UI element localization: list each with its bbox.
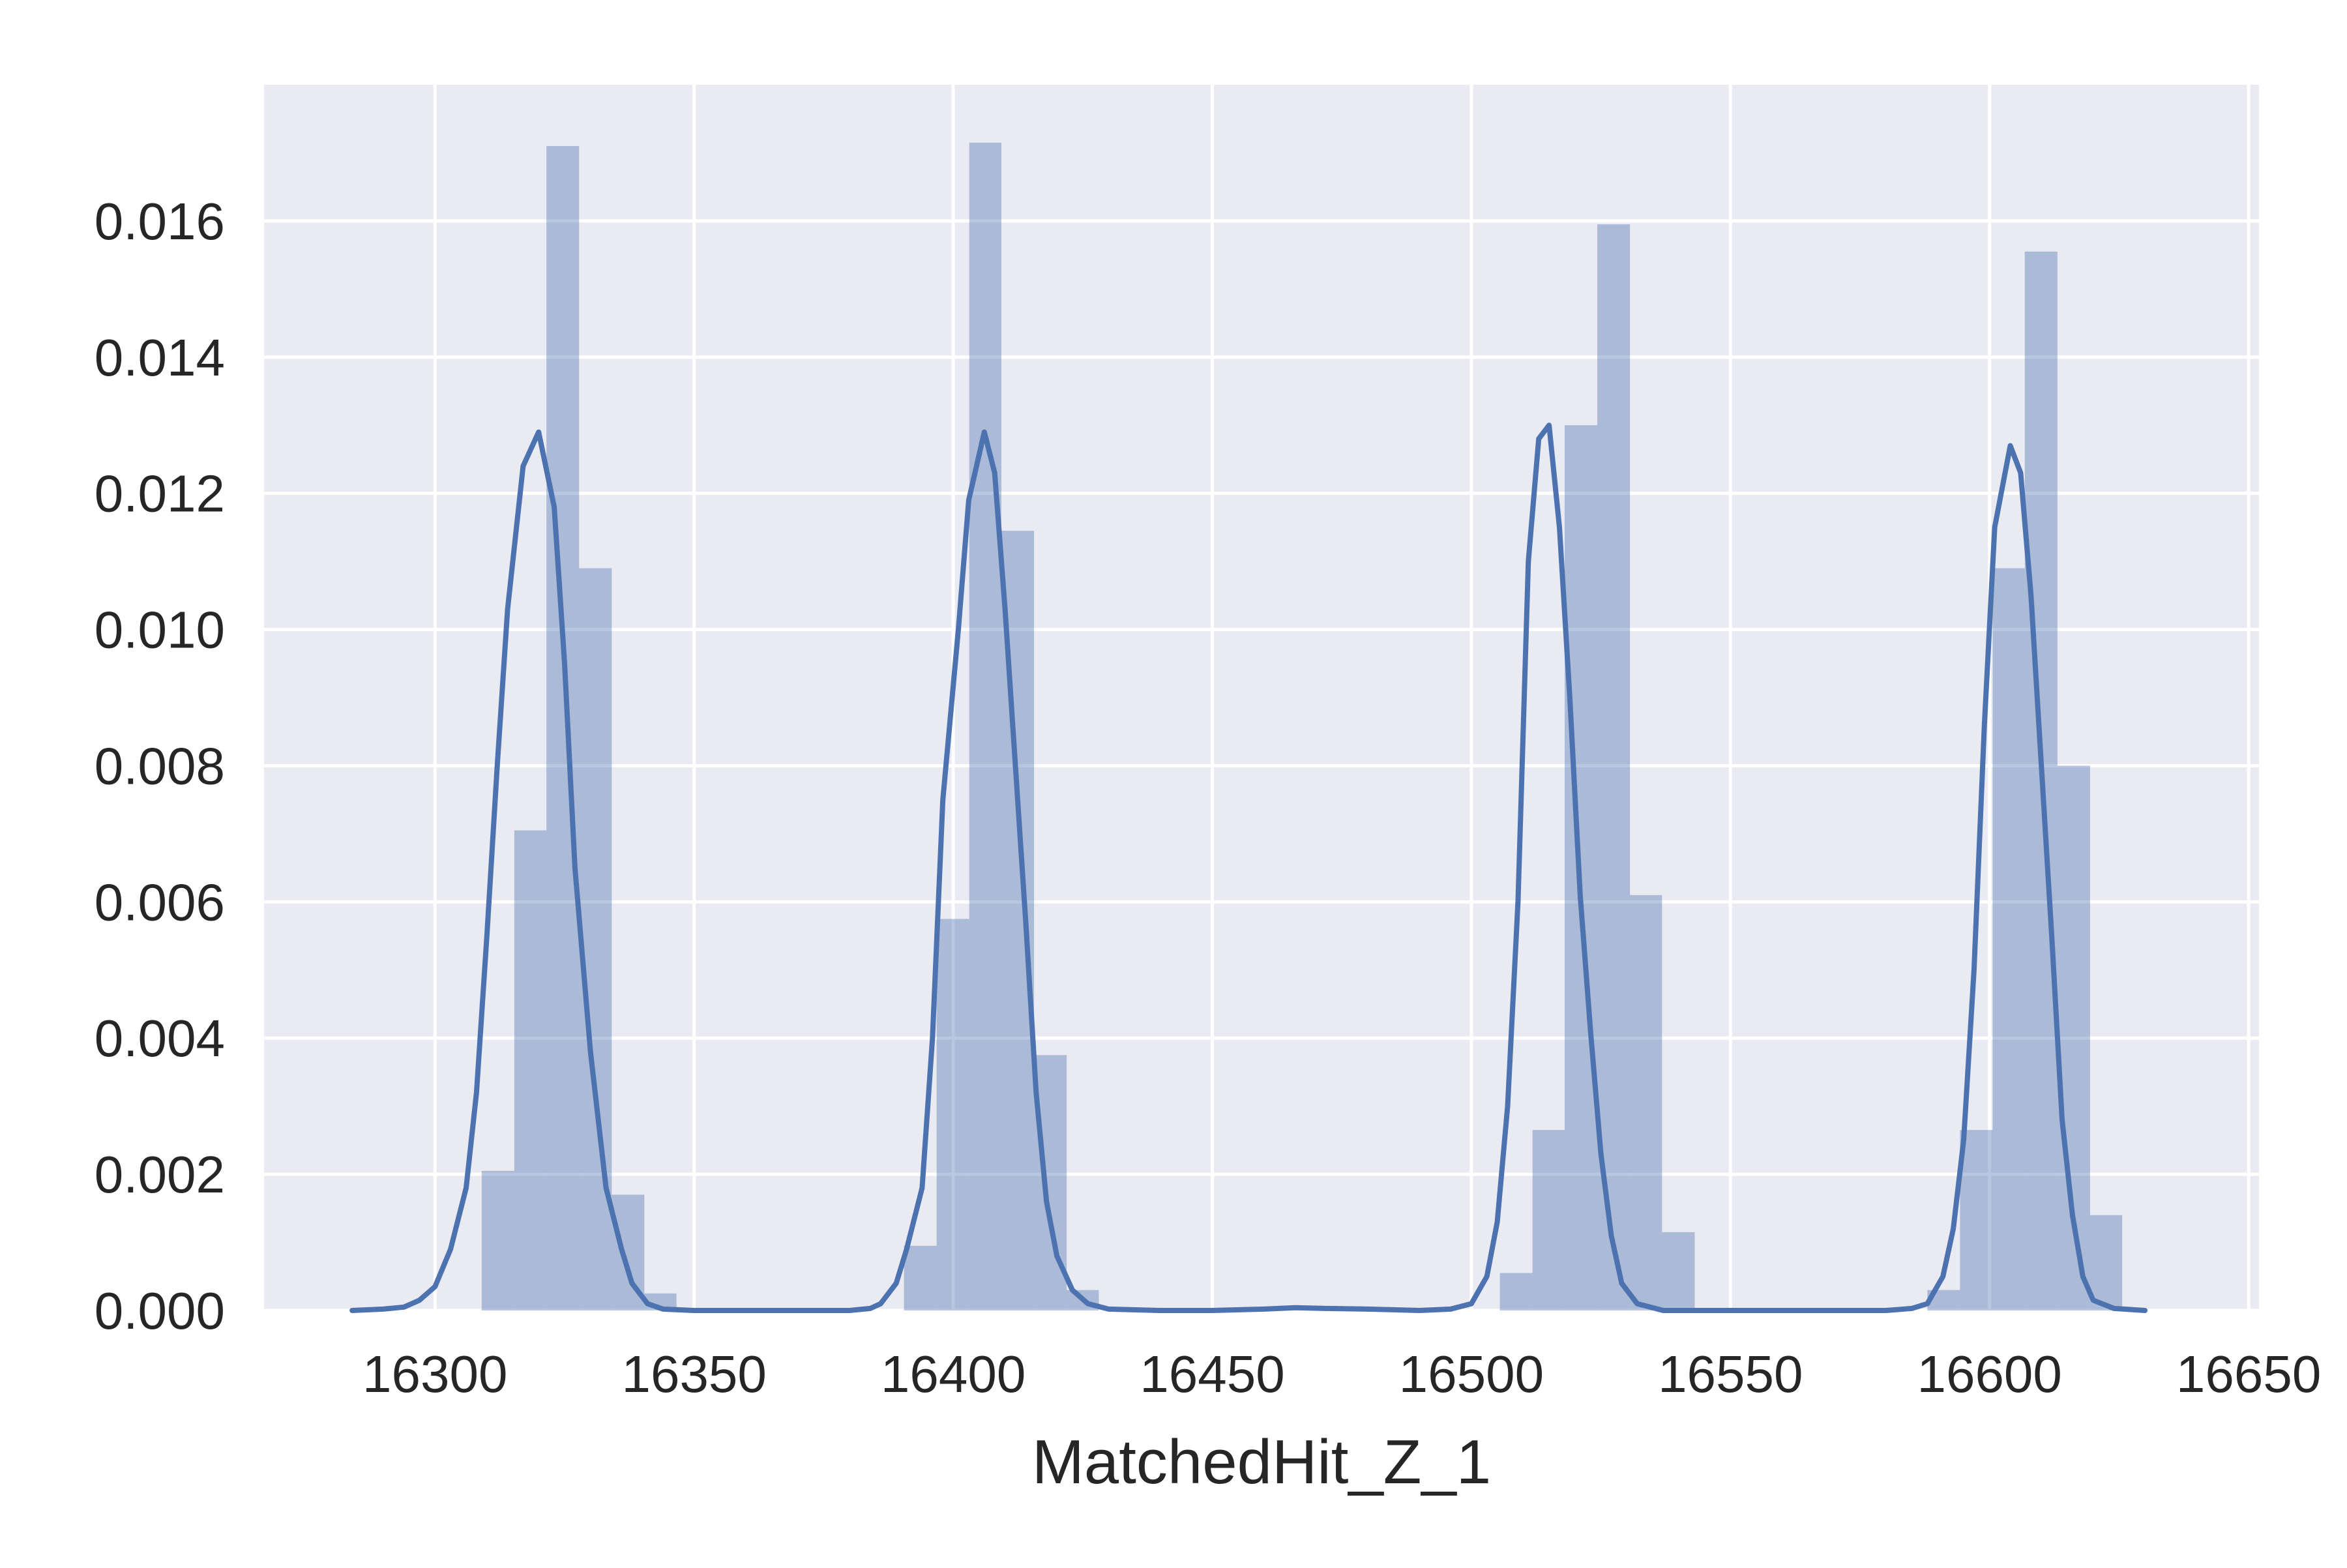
histogram-bar: [1960, 1130, 1993, 1310]
kde-curve-group: [349, 422, 2148, 1313]
histogram-bar: [936, 919, 969, 1310]
histogram-bar: [969, 142, 1002, 1310]
y-tick-label: 0.004: [95, 1009, 225, 1067]
y-tick-label: 0.012: [95, 465, 225, 523]
x-tick-label: 16600: [1917, 1345, 2061, 1403]
y-axis-ticks: 0.000 0.002 0.004 0.006 0.008 0.010 0.012 0.014…: [95, 192, 225, 1340]
x-tick-label: 16400: [881, 1345, 1026, 1403]
histogram-bar: [514, 830, 547, 1310]
histogram-bar: [1597, 224, 1631, 1311]
x-axis-label: MatchedHit_Z_1: [1032, 1427, 1491, 1497]
y-tick-label: 0.014: [95, 329, 225, 387]
y-tick-label: 0.010: [95, 601, 225, 659]
histogram-bar: [1662, 1232, 1695, 1310]
x-tick-label: 16650: [2176, 1345, 2321, 1403]
x-tick-label: 16550: [1658, 1345, 1803, 1403]
x-tick-label: 16300: [362, 1345, 507, 1403]
x-axis-ticks: 16300 16350 16400 16450 16500 16550 16600 16650: [362, 1345, 2321, 1403]
y-tick-label: 0.000: [95, 1282, 225, 1340]
histogram-bar: [481, 1170, 514, 1310]
histogram-bar: [904, 1245, 937, 1310]
x-tick-label: 16350: [621, 1345, 766, 1403]
y-tick-label: 0.016: [95, 192, 225, 250]
x-tick-label: 16450: [1140, 1345, 1284, 1403]
histogram-bar: [2089, 1215, 2123, 1310]
grid-lines: [264, 85, 2259, 1312]
histogram-bar: [1532, 1130, 1565, 1310]
y-tick-label: 0.008: [95, 737, 225, 795]
histogram-bar: [1499, 1273, 1533, 1310]
y-tick-label: 0.006: [95, 873, 225, 931]
histogram-bar: [546, 146, 580, 1310]
histogram-bar: [1992, 568, 2025, 1310]
y-tick-label: 0.002: [95, 1146, 225, 1204]
x-tick-label: 16500: [1399, 1345, 1544, 1403]
histogram-bars: [481, 142, 2123, 1311]
histogram-bar: [1630, 895, 1662, 1310]
kde-curve: [349, 422, 2148, 1313]
